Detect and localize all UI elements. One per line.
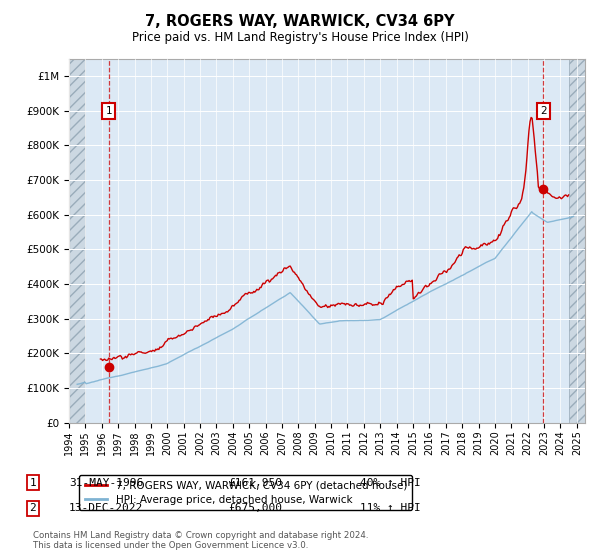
Bar <box>569 59 585 423</box>
Text: 2: 2 <box>540 106 547 116</box>
Text: £675,000: £675,000 <box>228 503 282 514</box>
Text: 31-MAY-1996: 31-MAY-1996 <box>69 478 143 488</box>
Text: 1: 1 <box>106 106 112 116</box>
Text: 7, ROGERS WAY, WARWICK, CV34 6PY: 7, ROGERS WAY, WARWICK, CV34 6PY <box>145 14 455 29</box>
Text: 2: 2 <box>29 503 37 514</box>
Text: 13-DEC-2022: 13-DEC-2022 <box>69 503 143 514</box>
Text: 40% ↑ HPI: 40% ↑ HPI <box>360 478 421 488</box>
Legend: 7, ROGERS WAY, WARWICK, CV34 6PY (detached house), HPI: Average price, detached : 7, ROGERS WAY, WARWICK, CV34 6PY (detach… <box>79 475 412 510</box>
Text: 1: 1 <box>29 478 37 488</box>
Bar <box>69 59 85 423</box>
Text: Contains HM Land Registry data © Crown copyright and database right 2024.
This d: Contains HM Land Registry data © Crown c… <box>33 530 368 550</box>
Bar <box>569 59 585 423</box>
Bar <box>69 59 85 423</box>
Text: £161,950: £161,950 <box>228 478 282 488</box>
Text: Price paid vs. HM Land Registry's House Price Index (HPI): Price paid vs. HM Land Registry's House … <box>131 31 469 44</box>
Text: 11% ↑ HPI: 11% ↑ HPI <box>360 503 421 514</box>
